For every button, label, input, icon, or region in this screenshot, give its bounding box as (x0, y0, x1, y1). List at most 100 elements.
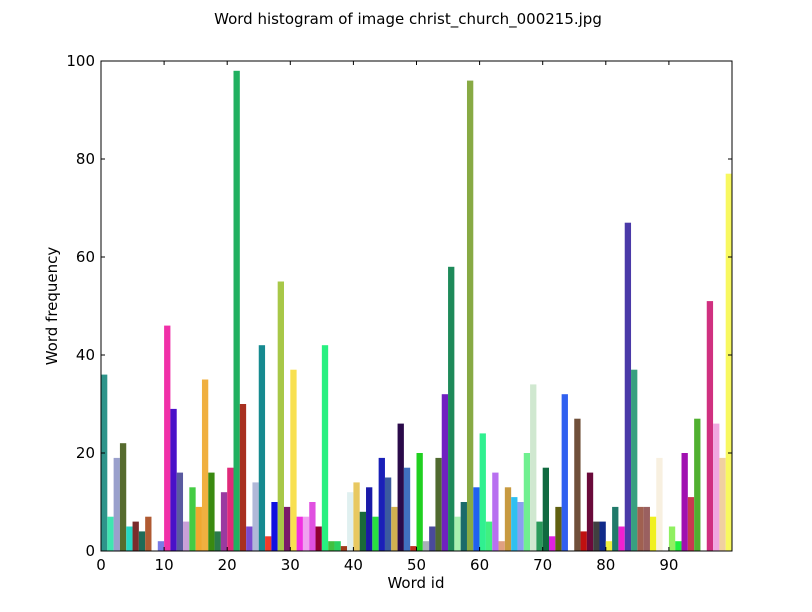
bar-word-99 (725, 173, 732, 551)
bar-word-28 (277, 281, 284, 551)
bar-word-33 (309, 502, 316, 551)
x-tick-label: 20 (218, 556, 237, 574)
bar-word-5 (132, 521, 139, 551)
bar-word-31 (296, 516, 303, 551)
bar-word-21 (233, 70, 240, 552)
bar-word-7 (145, 516, 152, 551)
bar-word-13 (183, 521, 190, 551)
bar-word-73 (561, 394, 568, 551)
bar-word-68 (530, 384, 537, 551)
bar-word-55 (448, 266, 455, 551)
chart-title: Word histogram of image christ_church_00… (214, 10, 602, 29)
bar-word-83 (624, 222, 632, 551)
x-tick-label: 10 (155, 556, 174, 574)
bar-word-90 (668, 526, 676, 551)
bar-word-79 (599, 521, 606, 551)
y-tick-label: 80 (76, 150, 95, 168)
bar-word-2 (113, 457, 120, 551)
bar-word-18 (214, 531, 221, 551)
x-tick-label: 70 (533, 556, 552, 574)
bar-word-19 (220, 492, 228, 551)
bar-word-87 (649, 516, 657, 551)
bar-word-66 (517, 502, 524, 551)
bar-word-94 (694, 418, 701, 551)
bar-word-60 (479, 433, 486, 551)
bar-word-96 (706, 301, 714, 551)
bar-word-52 (429, 526, 436, 551)
bar-word-15 (195, 506, 202, 551)
bar-word-86 (643, 506, 650, 551)
bar-word-69 (536, 521, 543, 551)
bar-word-47 (397, 423, 404, 551)
x-tick-label: 50 (407, 556, 426, 574)
bar-word-36 (328, 541, 335, 551)
bar-word-71 (549, 536, 556, 551)
bar-word-20 (227, 467, 234, 551)
x-tick-label: 40 (344, 556, 363, 574)
y-tick-label: 100 (66, 52, 95, 70)
bar-word-62 (492, 472, 499, 551)
x-tick-label: 30 (281, 556, 300, 574)
y-axis-label: Word frequency (43, 247, 61, 366)
x-axis-ticks: 0 10 20 30 40 50 60 70 80 90 (96, 61, 678, 574)
bar-word-32 (302, 516, 310, 551)
bar-word-0 (101, 374, 108, 551)
bar-word-46 (391, 506, 398, 551)
bar-word-43 (372, 516, 379, 551)
bar-word-97 (713, 423, 720, 551)
bar-word-40 (353, 482, 360, 551)
bar-word-10 (164, 325, 171, 551)
bar-word-81 (612, 506, 619, 551)
bar-word-29 (283, 506, 291, 551)
bar-word-50 (416, 453, 423, 551)
bar-word-25 (258, 345, 266, 551)
bar-word-49 (410, 546, 417, 551)
y-tick-label: 0 (85, 542, 95, 560)
bar-word-57 (460, 502, 467, 551)
bar-word-70 (542, 467, 550, 551)
bar-word-64 (504, 487, 512, 551)
bar-word-59 (473, 487, 480, 551)
bar-word-75 (574, 418, 581, 551)
bar-word-12 (176, 472, 184, 551)
bar-word-37 (334, 541, 341, 551)
bar-word-6 (138, 531, 146, 551)
bar-word-91 (675, 541, 682, 551)
bar-word-14 (189, 487, 196, 551)
y-tick-label: 60 (76, 248, 95, 266)
bar-word-22 (239, 404, 247, 551)
bar-word-63 (498, 541, 505, 551)
x-tick-label: 60 (470, 556, 489, 574)
bar-word-44 (378, 457, 385, 551)
bar-word-78 (593, 521, 600, 551)
bar-word-34 (315, 526, 322, 551)
bar-word-23 (246, 526, 253, 551)
bar-word-11 (170, 408, 177, 551)
y-tick-label: 40 (76, 346, 95, 364)
bar-word-98 (719, 457, 726, 551)
bar-word-92 (681, 453, 688, 551)
bar-word-67 (523, 453, 531, 551)
x-tick-label: 0 (96, 556, 106, 574)
bar-word-77 (586, 472, 594, 551)
bars-group (101, 70, 732, 552)
bar-word-9 (157, 541, 165, 551)
bar-word-17 (208, 472, 215, 551)
bar-word-48 (403, 467, 411, 551)
bar-word-84 (631, 369, 638, 551)
bar-word-80 (605, 541, 613, 551)
bar-word-4 (126, 526, 133, 551)
bar-word-38 (340, 546, 348, 551)
bar-word-61 (485, 521, 493, 551)
bar-word-1 (107, 516, 114, 551)
bar-word-93 (687, 497, 695, 551)
bar-word-42 (366, 487, 373, 551)
bar-word-65 (511, 497, 518, 551)
bar-word-72 (555, 506, 562, 551)
bar-word-16 (201, 379, 209, 551)
y-axis-ticks: 0 20 40 60 80 100 (66, 52, 732, 560)
x-tick-label: 80 (596, 556, 615, 574)
y-tick-label: 20 (76, 444, 95, 462)
bar-word-58 (466, 80, 474, 551)
